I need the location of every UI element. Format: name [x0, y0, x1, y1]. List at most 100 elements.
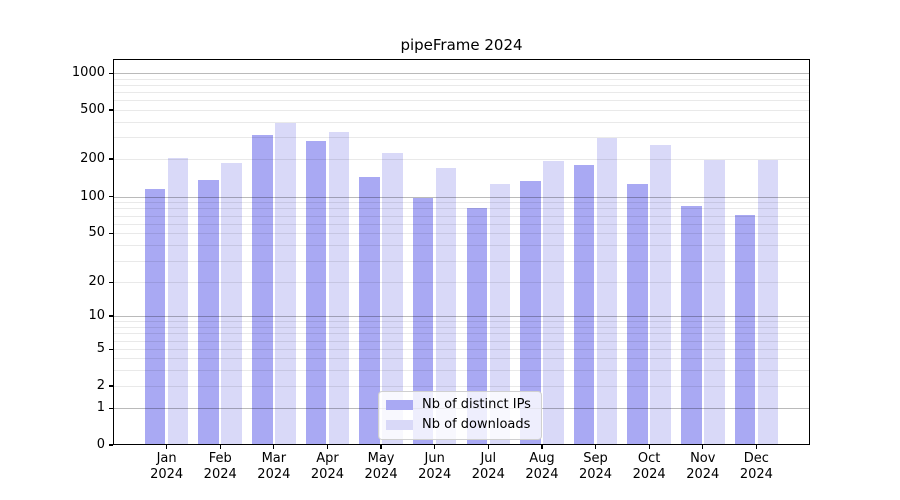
- ytick-label-10: 10: [88, 308, 105, 323]
- xtick-mark-feb: [219, 445, 221, 449]
- xtick-mark-aug: [541, 445, 543, 449]
- legend-label-downloads: Nb of downloads: [422, 417, 531, 432]
- ytick-mark-50: [109, 232, 113, 234]
- xtick-mark-nov: [702, 445, 704, 449]
- ytick-mark-2: [109, 385, 113, 387]
- xtick-mark-sep: [594, 445, 597, 449]
- legend-item-downloads: Nb of downloads: [386, 417, 531, 433]
- bar-distinct-ips-jul: [466, 208, 488, 445]
- xtick-mark-jun: [434, 445, 436, 449]
- xtick-label-jul: Jul 2024: [471, 451, 505, 482]
- gridline-y-20: [113, 282, 810, 284]
- xtick-label-mar: Mar 2024: [257, 451, 291, 482]
- gridline-y-60: [113, 223, 810, 225]
- bar-downloads-sep: [596, 138, 618, 445]
- gridline-y-600: [113, 100, 810, 102]
- ytick-label-100: 100: [80, 188, 105, 204]
- gridline-y-90: [113, 202, 810, 204]
- bar-downloads-dec: [757, 159, 779, 445]
- ytick-mark-1: [109, 407, 113, 409]
- bar-distinct-ips-oct: [627, 183, 648, 445]
- gridline-y-400: [113, 121, 810, 123]
- gridline-y-300: [113, 137, 810, 139]
- xtick-label-dec: Dec 2024: [739, 451, 773, 482]
- ytick-mark-10: [109, 315, 113, 317]
- gridline-y-80: [113, 208, 810, 210]
- ytick-mark-5: [109, 348, 113, 350]
- bar-distinct-ips-jan: [144, 189, 166, 445]
- ytick-label-0: 0: [96, 437, 105, 452]
- gridline-y-1000: [113, 73, 810, 75]
- legend-item-distinct-ips: Nb of distinct IPs: [386, 397, 531, 413]
- ytick-mark-500: [109, 109, 113, 111]
- gridline-y-50: [113, 233, 810, 235]
- ytick-mark-100: [109, 196, 113, 198]
- xtick-mark-may: [380, 445, 382, 449]
- gridline-y-3: [113, 369, 810, 371]
- xtick-mark-mar: [273, 445, 275, 449]
- ytick-label-200: 200: [80, 151, 105, 166]
- legend: Nb of distinct IPs Nb of downloads: [378, 391, 542, 440]
- bar-downloads-mar: [275, 122, 296, 445]
- bar-distinct-ips-jun: [412, 198, 434, 445]
- ytick-label-500: 500: [80, 102, 105, 117]
- gridline-y-700: [113, 92, 810, 94]
- gridline-y-9: [113, 321, 810, 323]
- xtick-label-nov: Nov 2024: [686, 451, 720, 482]
- gridline-y-800: [113, 85, 810, 87]
- plot-area: [113, 59, 810, 445]
- ytick-mark-20: [109, 281, 113, 283]
- ytick-label-2: 2: [96, 378, 105, 393]
- xtick-mark-jan: [165, 445, 168, 449]
- bar-distinct-ips-sep: [573, 165, 595, 445]
- xtick-mark-apr: [326, 445, 329, 449]
- bar-distinct-ips-aug: [520, 181, 541, 445]
- xtick-mark-oct: [648, 445, 650, 449]
- bar-downloads-jan: [167, 157, 189, 445]
- xtick-label-feb: Feb 2024: [203, 451, 237, 482]
- bar-downloads-apr: [328, 132, 350, 445]
- gridline-y-2: [113, 386, 810, 387]
- gridline-y-200: [113, 159, 810, 160]
- ytick-label-1: 1: [96, 400, 105, 416]
- bar-downloads-jul: [489, 183, 511, 445]
- gridline-y-40: [113, 245, 810, 247]
- xtick-mark-jul: [487, 445, 489, 449]
- bar-downloads-jun: [435, 167, 457, 445]
- ytick-label-20: 20: [88, 274, 105, 290]
- xtick-label-oct: Oct 2024: [632, 451, 666, 482]
- gridline-y-100: [113, 196, 810, 198]
- ytick-label-50: 50: [88, 225, 105, 241]
- xtick-label-jan: Jan 2024: [150, 451, 184, 482]
- xtick-label-sep: Sep 2024: [578, 451, 613, 482]
- xtick-label-apr: Apr 2024: [310, 451, 344, 482]
- gridline-y-7: [113, 333, 810, 335]
- gridline-y-30: [113, 260, 810, 262]
- bar-distinct-ips-mar: [252, 134, 273, 445]
- bar-distinct-ips-nov: [680, 205, 702, 445]
- xtick-mark-dec: [755, 445, 758, 449]
- bar-distinct-ips-apr: [305, 141, 327, 445]
- ytick-mark-0: [109, 444, 113, 446]
- bar-distinct-ips-feb: [198, 179, 220, 445]
- gridline-y-6: [113, 340, 810, 342]
- bar-downloads-feb: [221, 163, 243, 445]
- legend-swatch-distinct-ips-icon: [386, 400, 413, 410]
- gridline-y-4: [113, 358, 810, 360]
- gridline-y-8: [113, 326, 810, 328]
- bar-downloads-nov: [703, 159, 725, 445]
- ytick-mark-200: [109, 158, 113, 160]
- bar-distinct-ips-dec: [734, 214, 756, 445]
- bar-distinct-ips-may: [359, 176, 380, 445]
- xtick-label-aug: Aug 2024: [525, 451, 559, 482]
- ytick-label-5: 5: [96, 341, 105, 357]
- gridline-y-500: [113, 110, 810, 111]
- ytick-label-1000: 1000: [71, 65, 105, 81]
- legend-label-distinct-ips: Nb of distinct IPs: [422, 397, 531, 412]
- gridline-y-10: [113, 316, 810, 317]
- gridline-y-900: [113, 78, 810, 80]
- ytick-mark-1000: [109, 72, 113, 74]
- legend-swatch-downloads-icon: [386, 420, 413, 430]
- bar-downloads-may: [382, 152, 403, 445]
